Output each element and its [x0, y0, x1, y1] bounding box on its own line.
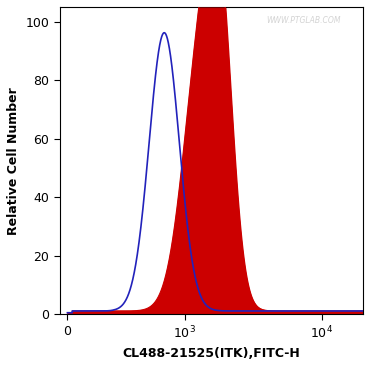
Text: WWW.PTGLAB.COM: WWW.PTGLAB.COM — [266, 16, 340, 25]
X-axis label: CL488-21525(ITK),FITC-H: CL488-21525(ITK),FITC-H — [122, 347, 300, 360]
Y-axis label: Relative Cell Number: Relative Cell Number — [7, 87, 20, 235]
